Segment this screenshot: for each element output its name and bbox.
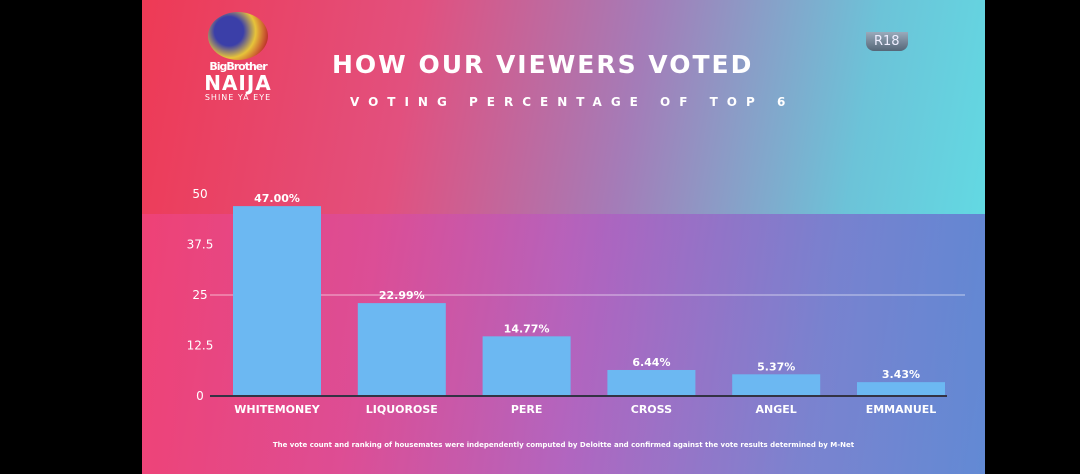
x-tick-label: CROSS [631, 403, 672, 416]
data-label: 14.77% [504, 322, 550, 335]
rating-badge: R18 [866, 32, 908, 51]
data-label: 3.43% [882, 368, 920, 381]
logo-tagline: SHINE YA EYE [204, 93, 272, 102]
bbnaija-logo: BigBrother NAIJA SHINE YA EYE [198, 12, 278, 102]
data-label: 47.00% [254, 192, 300, 205]
data-label: 22.99% [379, 289, 425, 302]
x-tick-label: EMMANUEL [866, 403, 937, 416]
bar [732, 374, 821, 396]
y-tick-label: 0 [196, 389, 204, 403]
logo-eye-icon [208, 12, 268, 60]
x-tick-label: LIQUOROSE [366, 403, 438, 416]
data-label: 6.44% [632, 356, 670, 369]
data-label: 5.37% [757, 360, 795, 373]
chart-subtitle: VOTING PERCENTAGE OF TOP 6 [350, 95, 795, 109]
bar [482, 336, 571, 396]
y-tick-label: 50 [192, 187, 207, 201]
logo-line1: BigBrother [209, 60, 267, 73]
x-tick-label: ANGEL [756, 403, 797, 416]
y-tick-label: 25 [192, 288, 207, 302]
chart-title: HOW OUR VIEWERS VOTED [332, 50, 754, 79]
logo-line2: NAIJA [204, 71, 272, 95]
footnote: The vote count and ranking of housemates… [272, 441, 855, 449]
y-tick-label: 12.5 [187, 339, 214, 353]
bar [857, 382, 945, 396]
bar [233, 206, 321, 396]
x-tick-label: PERE [511, 403, 543, 416]
bar [607, 369, 696, 396]
x-tick-label: WHITEMONEY [234, 403, 320, 416]
bar [357, 303, 446, 396]
chart-panel: BigBrother NAIJA SHINE YA EYE R18 HOW OU… [142, 0, 985, 474]
y-tick-label: 37.5 [187, 238, 214, 252]
bar-chart: 0 12.5 25 37.5 50 47.00% WHITEMONEY 22.99% LIQUO… [187, 187, 965, 416]
